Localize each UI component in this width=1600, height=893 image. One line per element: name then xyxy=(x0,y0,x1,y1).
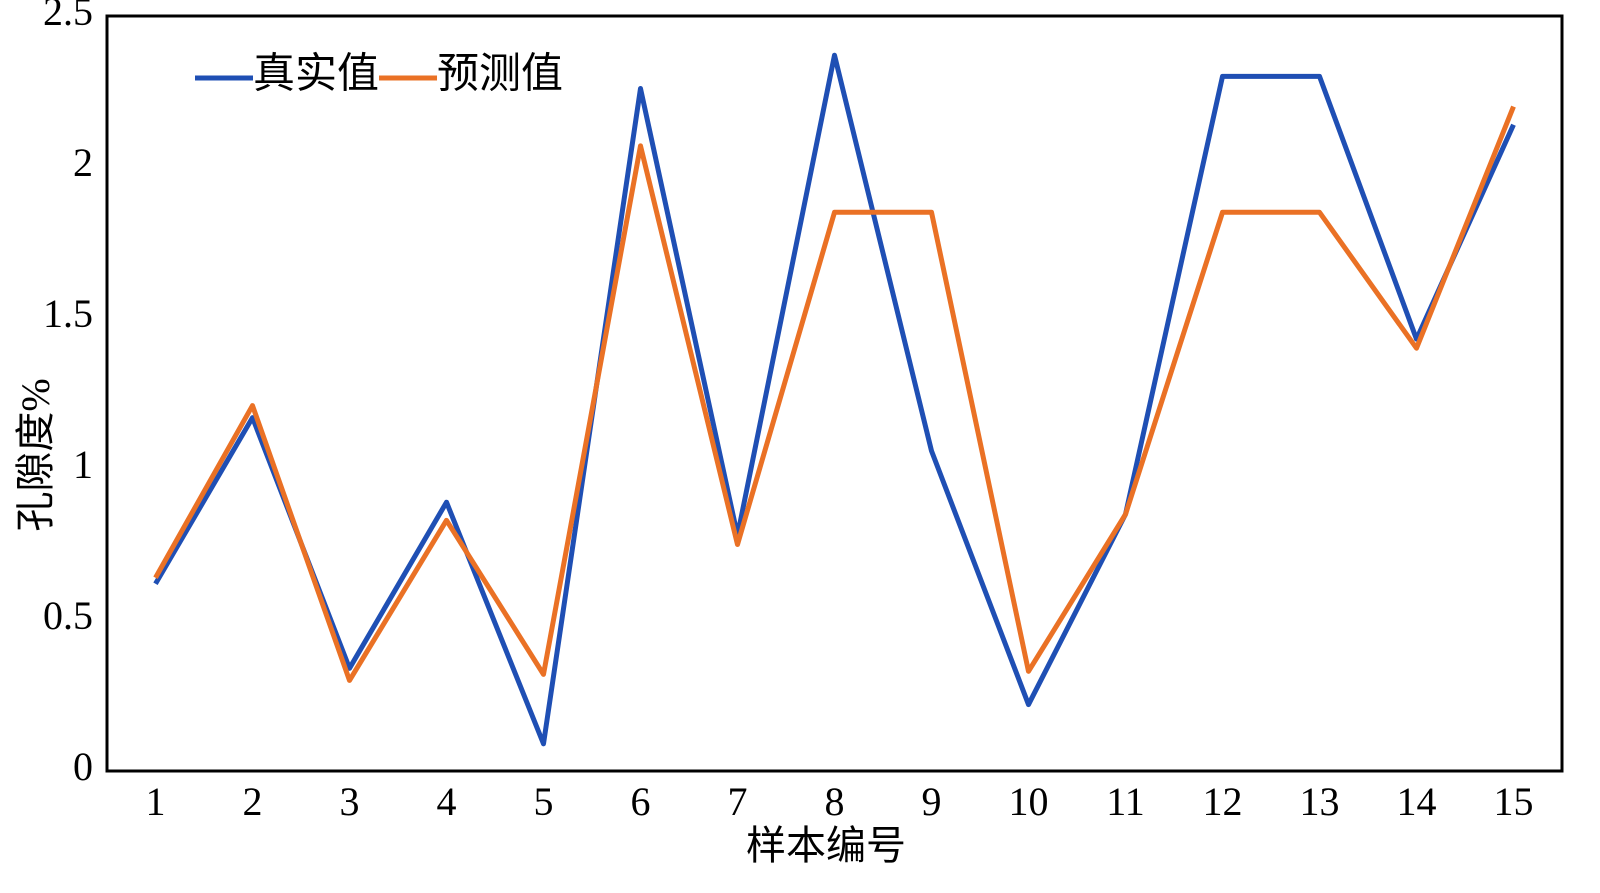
x-tick-label: 3 xyxy=(340,779,360,824)
x-tick-label: 2 xyxy=(243,779,263,824)
x-tick-label: 14 xyxy=(1397,779,1437,824)
x-tick-label: 5 xyxy=(534,779,554,824)
y-tick-label: 2.5 xyxy=(43,0,93,34)
legend-label: 真实值 xyxy=(253,51,379,98)
x-tick-label: 9 xyxy=(922,779,942,824)
x-axis-label: 样本编号 xyxy=(746,823,906,868)
series-line xyxy=(153,52,1516,747)
x-tick-label: 6 xyxy=(631,779,651,824)
y-tick-label: 1 xyxy=(73,442,93,487)
x-tick-label: 1 xyxy=(146,779,166,824)
y-tick-label: 0.5 xyxy=(43,593,93,638)
x-tick-label: 4 xyxy=(437,779,457,824)
x-tick-label: 7 xyxy=(728,779,748,824)
y-tick-label: 2 xyxy=(73,140,93,185)
x-tick-label: 15 xyxy=(1494,779,1534,824)
x-tick-label: 8 xyxy=(825,779,845,824)
legend-label: 预测值 xyxy=(437,52,563,98)
x-tick-label: 10 xyxy=(1009,779,1049,824)
y-axis-label: 孔隙度% xyxy=(13,378,58,531)
series-line xyxy=(153,105,1516,683)
x-tick-label: 11 xyxy=(1106,779,1145,824)
y-tick-label: 1.5 xyxy=(43,291,93,336)
plot-frame xyxy=(105,14,1564,773)
y-tick-label: 0 xyxy=(73,744,93,789)
x-tick-label: 12 xyxy=(1203,779,1243,824)
x-tick-label: 13 xyxy=(1300,779,1340,824)
